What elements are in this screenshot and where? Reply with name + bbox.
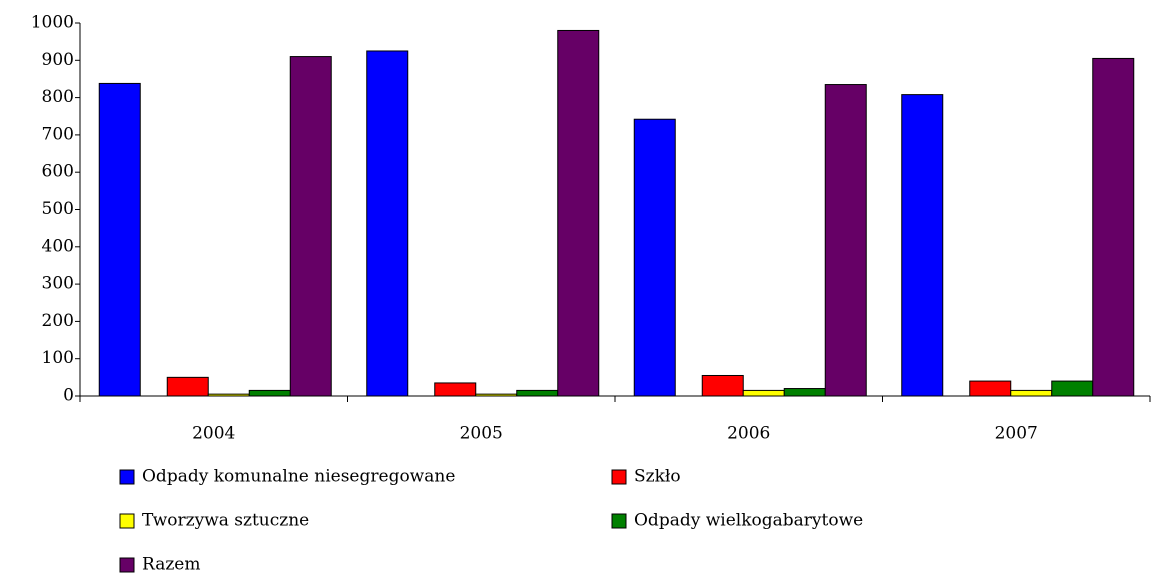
legend-swatch <box>119 469 135 485</box>
y-tick-label: 0 <box>63 386 74 406</box>
y-tick-label: 100 <box>42 348 74 368</box>
bar <box>969 380 1012 397</box>
legend-label: Tworzywa sztuczne <box>142 511 309 531</box>
y-tick-label: 200 <box>42 311 74 331</box>
x-tick-label: 2004 <box>192 424 235 444</box>
bar <box>701 374 744 397</box>
legend-swatch <box>611 469 627 485</box>
bar <box>633 118 676 397</box>
x-tick-label: 2007 <box>995 424 1038 444</box>
bar <box>366 50 409 397</box>
bar <box>248 389 291 397</box>
legend-swatch <box>611 513 627 529</box>
bar <box>742 389 785 397</box>
y-tick-label: 400 <box>42 236 74 256</box>
bar <box>516 389 559 397</box>
y-tick-label: 800 <box>42 87 74 107</box>
bar <box>434 382 477 397</box>
y-tick-label: 700 <box>42 124 74 144</box>
bar <box>824 84 867 397</box>
bar <box>166 376 209 397</box>
legend-label: Szkło <box>634 467 681 487</box>
bar <box>1092 57 1135 397</box>
legend-swatch <box>119 513 135 529</box>
bar <box>783 388 826 397</box>
y-tick-label: 600 <box>42 162 74 182</box>
bar <box>98 82 141 397</box>
bar <box>1010 389 1053 397</box>
legend-label: Odpady komunalne niesegregowane <box>142 467 455 487</box>
x-tick-label: 2005 <box>460 424 503 444</box>
legend-swatch <box>119 557 135 573</box>
y-tick-label: 1000 <box>31 13 74 33</box>
x-tick-label: 2006 <box>727 424 770 444</box>
y-tick-label: 500 <box>42 199 74 219</box>
y-tick-label: 300 <box>42 274 74 294</box>
bar <box>557 29 600 397</box>
y-tick-label: 900 <box>42 50 74 70</box>
bar <box>1051 380 1094 397</box>
bar <box>475 393 518 397</box>
bar <box>901 94 944 397</box>
bar <box>289 56 332 397</box>
legend-label: Odpady wielkogabarytowe <box>634 511 863 531</box>
bar <box>207 393 250 397</box>
legend-label: Razem <box>142 555 200 573</box>
